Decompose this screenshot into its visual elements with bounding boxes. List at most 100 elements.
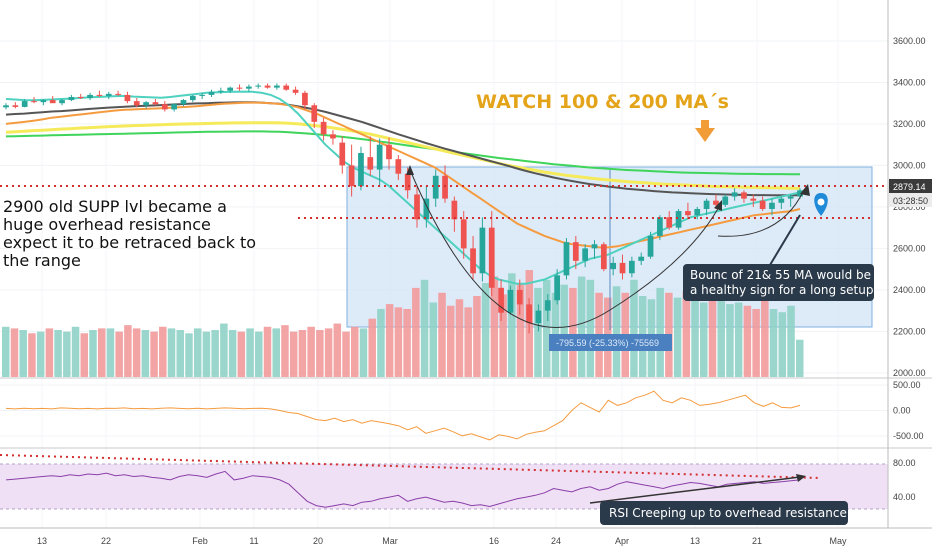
candle-body <box>722 196 729 205</box>
candle-body <box>600 244 607 270</box>
volume-bar <box>167 328 176 377</box>
volume-bar <box>656 287 664 377</box>
candle-body <box>554 275 560 301</box>
volume-bar <box>351 326 359 377</box>
time-axis[interactable]: 13 22 Feb 11 20 Mar 16 24 Apr 13 21 May <box>37 536 847 546</box>
volume-bar <box>499 294 507 377</box>
candle-body <box>395 159 402 174</box>
candle-body <box>572 242 579 261</box>
candle-body <box>292 89 299 93</box>
candle-body <box>432 175 439 199</box>
rsi-trend-line[interactable] <box>589 476 801 504</box>
candle-body <box>498 287 504 313</box>
volume-bar <box>752 308 760 377</box>
rsi-tick-label: 80.00 <box>893 458 916 468</box>
volume-bar <box>263 326 272 377</box>
candle-body <box>339 142 346 166</box>
volume-bar <box>228 330 237 377</box>
volume-bar <box>185 333 193 377</box>
volume-bar <box>446 305 455 377</box>
volume-bars <box>2 270 804 377</box>
candle-body <box>694 208 701 216</box>
time-tick-label: 20 <box>313 536 323 546</box>
bounce-note-line-1: Bounc of 21& 55 MA would be <box>690 268 871 282</box>
cup-pattern-arc[interactable] <box>409 169 721 328</box>
volume-bar <box>700 302 708 377</box>
candle-body <box>507 289 514 313</box>
volume-bar <box>246 328 254 377</box>
candle-body <box>787 196 794 199</box>
ma-green-line <box>5 130 800 176</box>
volume-bar <box>516 283 525 377</box>
volume-bar <box>691 299 699 377</box>
oscillator-line <box>5 390 801 441</box>
location-pin-icon[interactable] <box>814 193 828 216</box>
time-tick-label: 11 <box>249 536 258 546</box>
range-measure-label-box <box>549 334 672 351</box>
ma-100-line <box>5 101 800 197</box>
volume-bar <box>176 330 185 377</box>
ma-55-line <box>5 101 801 249</box>
last-price-badge <box>889 179 932 193</box>
rsi-line <box>5 470 801 508</box>
candle-body <box>358 152 364 187</box>
candle-body <box>320 121 327 135</box>
volume-bar <box>412 287 420 377</box>
oscillator-pane: 500.00 0.00 -500.00 <box>0 380 924 441</box>
volume-bar <box>2 326 10 377</box>
volume-bar <box>569 287 577 377</box>
rsi-note-box[interactable] <box>600 501 848 525</box>
volume-bar <box>630 279 638 377</box>
candle-body <box>544 300 551 311</box>
volume-bar <box>673 297 682 377</box>
volume-bar <box>560 284 568 377</box>
volume-bar <box>54 330 62 377</box>
resistance-note-line-3: expect it to be retraced back to <box>3 233 256 252</box>
candle-body <box>143 102 149 106</box>
candle-body <box>516 289 523 305</box>
candle-body <box>619 262 626 274</box>
candle-body <box>451 200 458 220</box>
candle-body <box>628 260 635 274</box>
candle-body <box>217 90 224 92</box>
volume-bar <box>368 318 376 377</box>
volume-bar <box>490 276 499 377</box>
volume-bar <box>787 305 795 377</box>
candle-body <box>330 134 336 139</box>
time-tick-label: Feb <box>192 536 208 546</box>
volume-bar <box>377 308 385 377</box>
price-tick-label: 2600.00 <box>893 243 926 253</box>
volume-bar <box>124 325 132 377</box>
candle-body <box>77 96 84 99</box>
rsi-note-text: RSI Creeping up to overhead resistance <box>609 506 847 520</box>
candle-body <box>208 91 215 95</box>
candle-body <box>703 200 710 209</box>
osc-tick-label: 500.00 <box>893 380 921 390</box>
bounce-note-box[interactable] <box>683 264 874 301</box>
volume-bar <box>761 300 769 377</box>
price-tick-label: 3400.00 <box>893 77 926 87</box>
candle-body <box>171 104 178 110</box>
resistance-note-line-1: 2900 old SUPP lvl became a <box>3 197 227 216</box>
cup-pattern-inner-arc[interactable] <box>717 189 805 237</box>
bounce-note-pointer <box>769 214 801 266</box>
candle-body <box>750 198 757 201</box>
volume-bar <box>717 297 725 377</box>
price-candles <box>3 83 803 334</box>
candle-body <box>713 200 719 205</box>
down-arrow-icon <box>695 120 715 142</box>
volume-bar <box>97 328 106 377</box>
candle-body <box>591 244 598 249</box>
volume-bar <box>202 331 211 377</box>
ma-200-line <box>5 121 801 190</box>
volume-bar <box>28 333 36 377</box>
volume-bar <box>45 328 54 377</box>
volume-bar <box>19 330 27 377</box>
time-tick-label: 21 <box>752 536 762 546</box>
rsi-tick-label: 40.00 <box>893 492 916 502</box>
volume-bar <box>141 330 150 377</box>
volume-bar <box>316 330 324 377</box>
volume-bar <box>115 331 123 377</box>
price-tick-label: 3200.00 <box>893 119 926 129</box>
volume-bar <box>159 326 167 377</box>
